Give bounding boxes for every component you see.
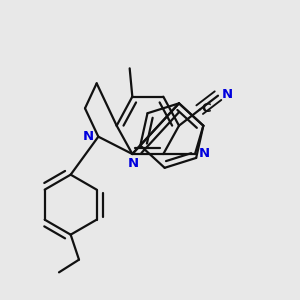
Text: C: C (201, 102, 211, 115)
Text: N: N (128, 157, 139, 170)
Text: N: N (222, 88, 233, 101)
Text: N: N (83, 130, 94, 143)
Text: N: N (199, 148, 210, 160)
